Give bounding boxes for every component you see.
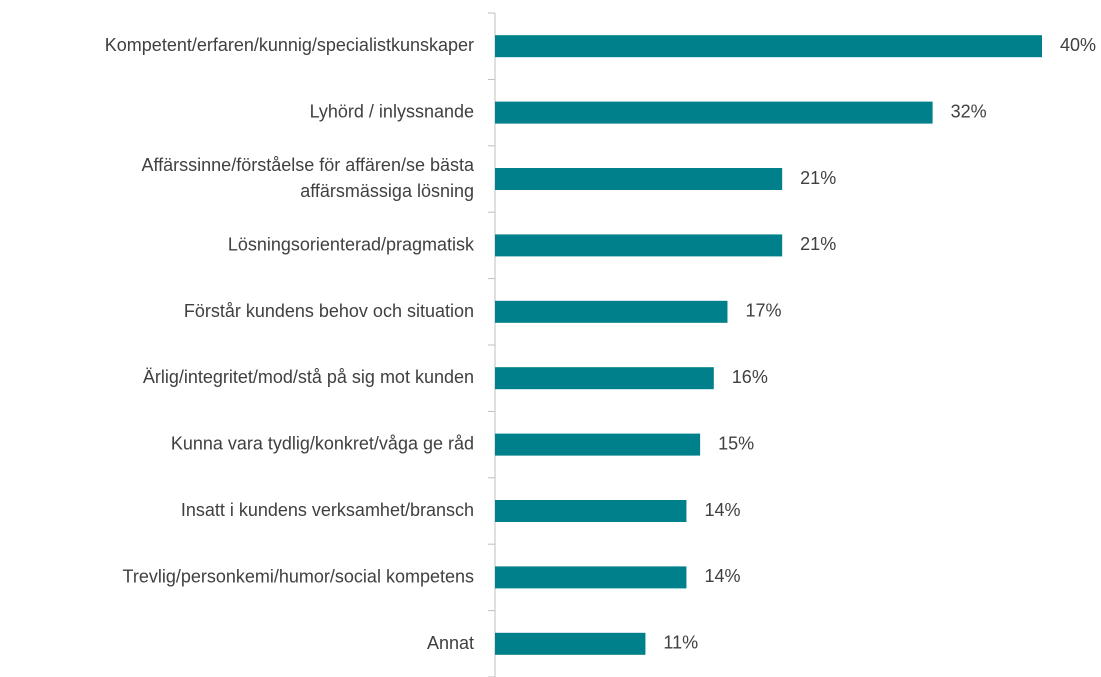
value-label: 16% [732,367,768,387]
category-label: Lösningsorienterad/pragmatisk [228,234,475,254]
value-label: 32% [951,101,987,121]
bar [495,500,687,522]
category-label: Insatt i kundens verksamhet/bransch [181,500,474,520]
bar [495,35,1042,58]
category-label: Förstår kundens behov och situation [184,301,474,321]
value-label: 14% [704,566,740,586]
category-label: Lyhörd / inlyssnande [310,101,474,121]
value-label: 21% [800,234,836,254]
category-label: Affärssinne/förståelse för affären/se bä… [141,155,475,201]
bar [495,300,728,323]
bar [495,101,933,124]
category-label: Annat [427,633,474,653]
value-label: 21% [800,168,836,188]
bar [495,433,701,456]
value-label: 17% [745,301,781,321]
value-label: 40% [1060,35,1096,55]
value-label: 11% [663,633,698,653]
category-label: Ärlig/integritet/mod/stå på sig mot kund… [143,367,474,387]
bar [495,367,714,390]
bar [495,566,687,589]
value-label: 14% [704,500,740,520]
category-label: Kompetent/erfaren/kunnig/specialistkunsk… [105,35,474,55]
bar [495,234,783,257]
bar [495,632,646,655]
category-label: Trevlig/personkemi/humor/social kompeten… [123,566,474,586]
category-label: Kunna vara tydlig/konkret/våga ge råd [171,433,474,453]
bar [495,168,783,190]
value-label: 15% [718,433,754,453]
